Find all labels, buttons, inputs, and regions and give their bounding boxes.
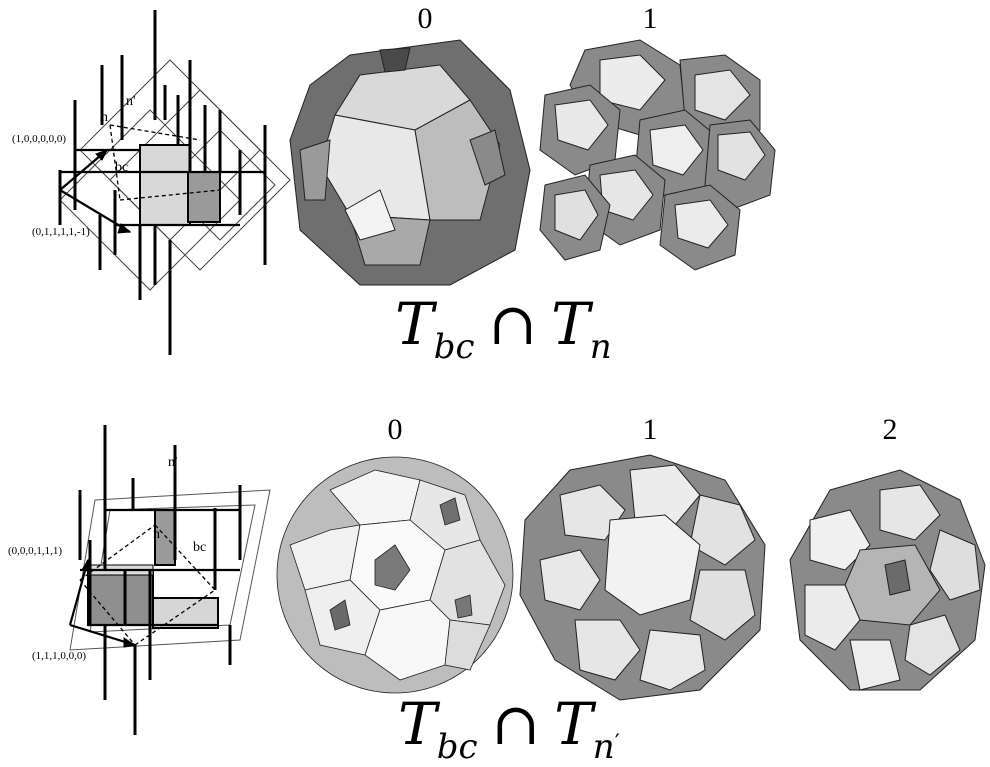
- top-formula-sub-bc: bc: [433, 327, 475, 367]
- bottom-formula-sub-n: n′: [593, 727, 620, 767]
- bottom-shell-label-2: 2: [882, 413, 898, 446]
- top-shell-label-0: 0: [417, 2, 433, 35]
- top-formula-cap: ∩: [488, 290, 538, 358]
- top-vector-a-label: (1,0,0,0,0,0): [12, 133, 67, 145]
- top-region-n-prime-label: n': [126, 94, 136, 109]
- top-formula-T2: T: [551, 290, 590, 358]
- bottom-formula: Tbc ∩ Tn′: [398, 690, 620, 767]
- bottom-formula-T2: T: [554, 690, 593, 758]
- bottom-vector-b-label: (1,1,1,0,0,0): [32, 650, 87, 662]
- bottom-formula-T1: T: [398, 690, 437, 758]
- top-vector-b-label: (0,1,1,1,1,-1): [32, 226, 90, 238]
- bottom-vector-a-label: (0,0,0,1,1,1): [8, 545, 63, 557]
- bottom-region-n-label: n: [153, 527, 160, 542]
- bottom-region-bc-label: bc: [193, 540, 207, 555]
- bottom-region-n-prime-label: n': [168, 455, 178, 470]
- bottom-formula-sub-bc: bc: [436, 727, 478, 767]
- bottom-formula-prime: ′: [614, 731, 620, 756]
- bottom-formula-sub-n-text: n: [592, 727, 615, 767]
- top-region-n-label: n: [101, 110, 108, 125]
- bottom-formula-cap: ∩: [491, 690, 541, 758]
- bottom-shell-label-1: 1: [642, 413, 658, 446]
- bottom-shell-label-0: 0: [387, 413, 403, 446]
- top-region-bc-label: bc: [115, 160, 129, 175]
- top-shell-label-1: 1: [642, 2, 658, 35]
- top-formula-sub-n: n: [589, 327, 612, 367]
- top-formula: Tbc ∩ Tn: [395, 290, 612, 367]
- top-formula-T1: T: [395, 290, 434, 358]
